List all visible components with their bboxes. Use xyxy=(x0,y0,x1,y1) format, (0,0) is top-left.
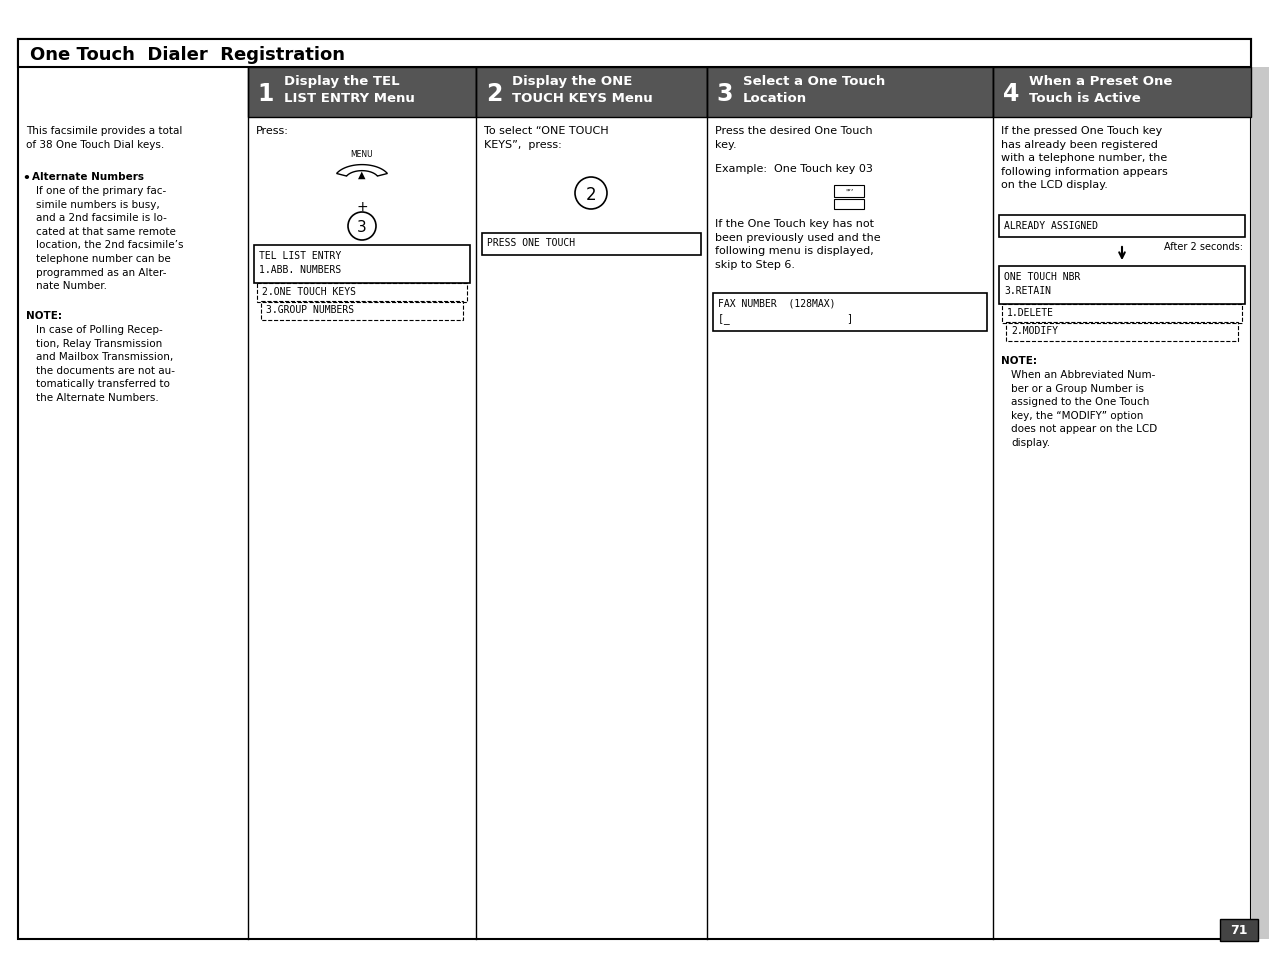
Text: FAX NUMBER  (128MAX)
[_                    ]: FAX NUMBER (128MAX) [_ ] xyxy=(718,298,853,324)
Bar xyxy=(707,68,994,118)
Text: ALREADY ASSIGNED: ALREADY ASSIGNED xyxy=(1004,221,1098,231)
Circle shape xyxy=(348,213,376,241)
Polygon shape xyxy=(336,166,387,177)
Text: When a Preset One
Touch is Active: When a Preset One Touch is Active xyxy=(1029,75,1173,105)
Text: If the One Touch key has not
been previously used and the
following menu is disp: If the One Touch key has not been previo… xyxy=(714,219,881,270)
Text: After 2 seconds:: After 2 seconds: xyxy=(1164,242,1244,252)
Text: •: • xyxy=(22,172,30,185)
Text: 3.GROUP NUMBERS: 3.GROUP NUMBERS xyxy=(266,305,354,314)
Text: 1: 1 xyxy=(258,82,274,106)
Text: NOTE:: NOTE: xyxy=(1001,355,1037,366)
Text: If one of the primary fac-
simile numbers is busy,
and a 2nd facsimile is lo-
ca: If one of the primary fac- simile number… xyxy=(36,186,184,291)
Text: TEL LIST ENTRY
1.ABB. NUMBERS: TEL LIST ENTRY 1.ABB. NUMBERS xyxy=(259,251,341,274)
Bar xyxy=(261,302,463,320)
Text: Display the ONE
TOUCH KEYS Menu: Display the ONE TOUCH KEYS Menu xyxy=(511,75,652,105)
Text: ▲: ▲ xyxy=(358,170,365,180)
Text: "’’: "’’ xyxy=(845,189,853,198)
Bar xyxy=(1003,305,1242,324)
Bar xyxy=(834,186,864,198)
Bar xyxy=(258,284,467,303)
Circle shape xyxy=(575,178,607,210)
Bar xyxy=(1251,68,1269,939)
Text: When an Abbreviated Num-
ber or a Group Number is
assigned to the One Touch
key,: When an Abbreviated Num- ber or a Group … xyxy=(1011,370,1157,448)
Text: 3: 3 xyxy=(357,220,367,235)
Bar xyxy=(476,68,707,118)
Bar xyxy=(1220,919,1258,941)
Text: MENU: MENU xyxy=(350,150,373,159)
Text: Press the desired One Touch
key.: Press the desired One Touch key. xyxy=(714,126,873,150)
Text: Press:: Press: xyxy=(256,126,289,136)
Bar xyxy=(247,68,476,118)
Text: +: + xyxy=(357,200,368,213)
Text: In case of Polling Recep-
tion, Relay Transmission
and Mailbox Transmission,
the: In case of Polling Recep- tion, Relay Tr… xyxy=(36,325,175,402)
Text: Alternate Numbers: Alternate Numbers xyxy=(32,172,143,182)
Text: This facsimile provides a total
of 38 One Touch Dial keys.: This facsimile provides a total of 38 On… xyxy=(25,126,183,150)
Text: 4: 4 xyxy=(1003,82,1019,106)
Bar xyxy=(1006,323,1239,341)
Bar xyxy=(999,215,1245,237)
Bar xyxy=(834,200,864,210)
Bar xyxy=(18,40,1251,68)
Bar xyxy=(994,68,1251,118)
Text: PRESS ONE TOUCH: PRESS ONE TOUCH xyxy=(487,237,575,248)
Text: ONE TOUCH NBR
3.RETAIN: ONE TOUCH NBR 3.RETAIN xyxy=(1004,272,1080,295)
Bar xyxy=(254,246,470,284)
Text: Example:  One Touch key 03: Example: One Touch key 03 xyxy=(714,164,873,173)
Text: NOTE:: NOTE: xyxy=(25,311,62,320)
Text: 2.ONE TOUCH KEYS: 2.ONE TOUCH KEYS xyxy=(261,287,357,296)
Text: 3: 3 xyxy=(717,82,733,106)
Text: One Touch  Dialer  Registration: One Touch Dialer Registration xyxy=(30,46,345,64)
Text: 2: 2 xyxy=(586,186,596,204)
Text: 1.DELETE: 1.DELETE xyxy=(1008,308,1055,317)
Bar xyxy=(482,233,700,255)
Bar xyxy=(713,294,987,332)
Text: 2: 2 xyxy=(486,82,503,106)
Text: Display the TEL
LIST ENTRY Menu: Display the TEL LIST ENTRY Menu xyxy=(284,75,415,105)
Text: Select a One Touch
Location: Select a One Touch Location xyxy=(744,75,886,105)
Text: 2.MODIFY: 2.MODIFY xyxy=(1011,326,1058,335)
Bar xyxy=(999,267,1245,305)
Text: If the pressed One Touch key
has already been registered
with a telephone number: If the pressed One Touch key has already… xyxy=(1001,126,1167,191)
Text: To select “ONE TOUCH
KEYS”,  press:: To select “ONE TOUCH KEYS”, press: xyxy=(483,126,609,150)
Text: 71: 71 xyxy=(1230,923,1247,937)
